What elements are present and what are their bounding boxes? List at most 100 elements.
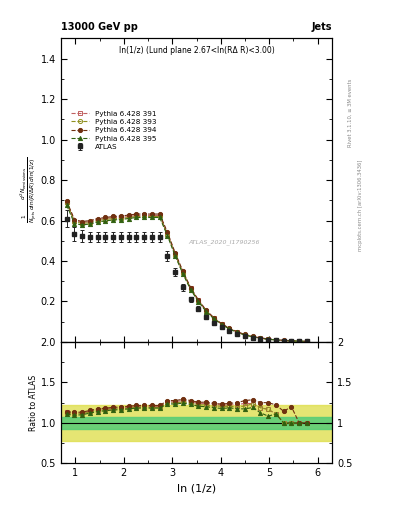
Pythia 6.428 395 [142, 215, 147, 221]
Pythia 6.428 393 [165, 231, 170, 238]
Pythia 6.428 393 [289, 338, 294, 344]
Pythia 6.428 395 [188, 287, 193, 293]
Text: Jets: Jets [312, 22, 332, 32]
Pythia 6.428 393 [88, 220, 92, 226]
Pythia 6.428 394 [173, 250, 178, 256]
Pythia 6.428 393 [211, 315, 216, 322]
Pythia 6.428 393 [196, 298, 201, 304]
Pythia 6.428 391 [173, 251, 178, 257]
Pythia 6.428 393 [142, 214, 147, 220]
Pythia 6.428 393 [242, 332, 247, 338]
Pythia 6.428 391 [258, 335, 263, 341]
Pythia 6.428 395 [64, 202, 69, 208]
Pythia 6.428 393 [119, 216, 123, 222]
Pythia 6.428 391 [289, 338, 294, 344]
Pythia 6.428 393 [281, 337, 286, 344]
Pythia 6.428 393 [188, 286, 193, 292]
Text: Rivet 3.1.10, ≥ 3M events: Rivet 3.1.10, ≥ 3M events [348, 78, 353, 147]
Pythia 6.428 395 [289, 338, 294, 344]
Pythia 6.428 395 [219, 322, 224, 328]
Pythia 6.428 391 [305, 338, 309, 345]
Pythia 6.428 394 [242, 331, 247, 337]
Pythia 6.428 391 [150, 212, 154, 219]
Pythia 6.428 393 [219, 321, 224, 327]
Pythia 6.428 395 [119, 217, 123, 223]
Pythia 6.428 394 [289, 337, 294, 344]
Pythia 6.428 395 [204, 309, 209, 315]
Pythia 6.428 394 [188, 285, 193, 291]
Text: 13000 GeV pp: 13000 GeV pp [61, 22, 138, 32]
Pythia 6.428 391 [211, 315, 216, 321]
Pythia 6.428 395 [103, 218, 108, 224]
Pythia 6.428 395 [258, 335, 263, 342]
Pythia 6.428 393 [181, 270, 185, 276]
Pythia 6.428 391 [72, 218, 77, 224]
Pythia 6.428 395 [72, 221, 77, 227]
Pythia 6.428 393 [95, 218, 100, 224]
Pythia 6.428 394 [181, 268, 185, 274]
Pythia 6.428 395 [297, 338, 301, 344]
Pythia 6.428 395 [266, 336, 270, 343]
Pythia 6.428 394 [274, 337, 278, 343]
Pythia 6.428 393 [80, 221, 84, 227]
Pythia 6.428 391 [142, 212, 147, 219]
Pythia 6.428 395 [150, 215, 154, 221]
Pythia 6.428 394 [266, 336, 270, 342]
Pythia 6.428 394 [111, 214, 116, 220]
Pythia 6.428 395 [196, 298, 201, 305]
Pythia 6.428 391 [196, 297, 201, 304]
Pythia 6.428 391 [235, 329, 239, 335]
Pythia 6.428 391 [242, 332, 247, 338]
Pythia 6.428 394 [95, 216, 100, 222]
Pythia 6.428 394 [196, 297, 201, 303]
Line: Pythia 6.428 395: Pythia 6.428 395 [64, 203, 309, 344]
Pythia 6.428 393 [204, 308, 209, 314]
Pythia 6.428 395 [181, 271, 185, 277]
Pythia 6.428 393 [127, 215, 131, 221]
Pythia 6.428 391 [127, 214, 131, 220]
Text: ATLAS_2020_I1790256: ATLAS_2020_I1790256 [188, 239, 259, 245]
Pythia 6.428 391 [204, 308, 209, 314]
Pythia 6.428 395 [250, 334, 255, 340]
Line: Pythia 6.428 391: Pythia 6.428 391 [64, 200, 309, 344]
Pythia 6.428 395 [165, 232, 170, 239]
Pythia 6.428 394 [157, 211, 162, 217]
Pythia 6.428 395 [134, 215, 139, 221]
Y-axis label: $\frac{1}{N_{\mathrm{jets}}}\frac{d^2 N_{\mathrm{emissions}}}{d\ln(R/\Delta R)\,: $\frac{1}{N_{\mathrm{jets}}}\frac{d^2 N_… [19, 157, 39, 223]
Pythia 6.428 391 [274, 337, 278, 343]
Pythia 6.428 393 [64, 200, 69, 206]
Bar [61, 417, 332, 429]
Pythia 6.428 391 [95, 217, 100, 223]
X-axis label: ln (1/z): ln (1/z) [177, 484, 216, 494]
Pythia 6.428 394 [250, 333, 255, 339]
Pythia 6.428 394 [297, 338, 301, 344]
Pythia 6.428 391 [134, 212, 139, 219]
Pythia 6.428 393 [111, 216, 116, 222]
Pythia 6.428 394 [64, 198, 69, 204]
Pythia 6.428 393 [258, 335, 263, 341]
Pythia 6.428 393 [72, 219, 77, 225]
Pythia 6.428 393 [157, 214, 162, 220]
Pythia 6.428 394 [103, 215, 108, 221]
Pythia 6.428 395 [227, 326, 232, 332]
Pythia 6.428 394 [165, 229, 170, 236]
Line: Pythia 6.428 394: Pythia 6.428 394 [64, 199, 309, 344]
Pythia 6.428 394 [150, 211, 154, 217]
Y-axis label: Ratio to ATLAS: Ratio to ATLAS [29, 375, 38, 431]
Pythia 6.428 393 [305, 338, 309, 345]
Pythia 6.428 393 [134, 214, 139, 220]
Pythia 6.428 391 [64, 199, 69, 205]
Line: Pythia 6.428 393: Pythia 6.428 393 [64, 201, 309, 344]
Pythia 6.428 395 [274, 337, 278, 343]
Pythia 6.428 395 [127, 216, 131, 222]
Pythia 6.428 394 [305, 338, 309, 345]
Pythia 6.428 394 [119, 213, 123, 219]
Legend: Pythia 6.428 391, Pythia 6.428 393, Pythia 6.428 394, Pythia 6.428 395, ATLAS: Pythia 6.428 391, Pythia 6.428 393, Pyth… [70, 109, 158, 152]
Pythia 6.428 395 [111, 217, 116, 223]
Pythia 6.428 391 [227, 326, 232, 332]
Pythia 6.428 394 [127, 212, 131, 218]
Pythia 6.428 394 [204, 307, 209, 313]
Pythia 6.428 395 [88, 221, 92, 227]
Pythia 6.428 393 [274, 337, 278, 343]
Pythia 6.428 394 [134, 211, 139, 217]
